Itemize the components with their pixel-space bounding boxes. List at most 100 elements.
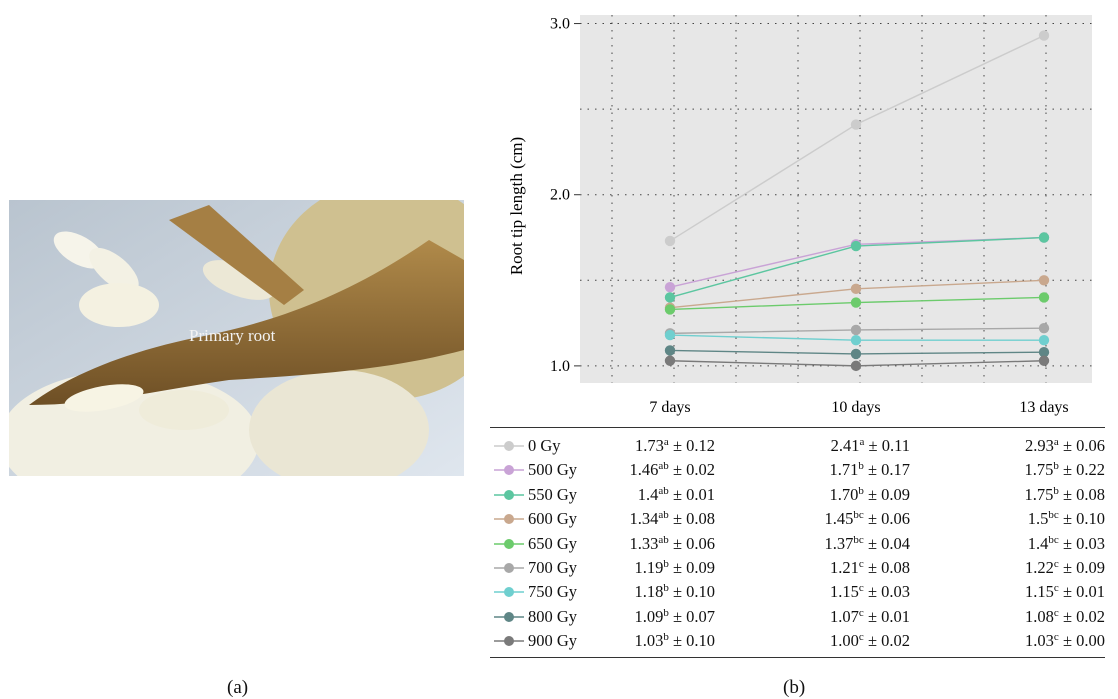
table-cell: 1.37bc ± 0.04 <box>825 533 910 555</box>
cell-error: ± 0.04 <box>863 533 910 553</box>
dose-label: 600 Gy <box>528 509 578 529</box>
legend-marker <box>494 636 524 647</box>
cell-error: ± 0.12 <box>668 436 715 455</box>
cell-significance-letter: c <box>1053 582 1059 595</box>
table-row: 500 Gy 1.46ab ± 0.02 1.71b ± 0.17 1.75b ± 0… <box>490 459 1105 481</box>
cell-error: ± 0.00 <box>1058 631 1105 651</box>
data-point <box>664 329 676 341</box>
cell-significance-letter: a <box>1053 436 1059 448</box>
cell-significance-letter: ab <box>658 533 669 546</box>
cell-value: 1.75 <box>1024 460 1054 480</box>
root-photo: Primary root <box>9 200 464 476</box>
data-point <box>1038 30 1050 41</box>
cell-significance-letter: bc <box>1048 533 1059 546</box>
data-point <box>664 345 676 356</box>
legend-marker <box>494 514 524 525</box>
cell-significance-letter: ab <box>658 460 669 473</box>
cell-significance-letter: b <box>663 631 669 644</box>
cell-value: 1.07 <box>830 606 859 626</box>
cell-significance-letter: b <box>1053 460 1059 473</box>
legend-marker <box>494 489 524 500</box>
table-cell: 1.73a ± 0.12 <box>635 435 715 457</box>
y-axis-label: Root tip length (cm) <box>507 137 526 275</box>
cell-value: 1.46 <box>629 460 659 480</box>
data-point <box>850 335 862 346</box>
table-cell: 2.41a ± 0.11 <box>831 435 910 457</box>
table-row: 600 Gy 1.34ab ± 0.08 1.45bc ± 0.06 1.5bc ± … <box>490 508 1105 530</box>
cell-error: ± 0.17 <box>863 460 910 480</box>
data-point <box>664 355 676 366</box>
y-tick-labels: 1.0 2.0 3.0 <box>550 16 580 375</box>
cell-error: ± 0.02 <box>863 631 910 651</box>
cell-value: 1.21 <box>830 558 859 577</box>
cell-significance-letter: c <box>858 631 864 644</box>
table-cell: 1.33ab ± 0.06 <box>630 533 715 555</box>
cell-error: ± 0.01 <box>668 484 715 504</box>
data-point <box>664 235 676 247</box>
series-lines <box>664 30 1050 372</box>
legend-marker <box>494 465 524 476</box>
table-cell: 2.93a ± 0.06 <box>1025 435 1105 457</box>
table-cell: 1.5bc ± 0.10 <box>1028 508 1105 530</box>
x-tick-labels: 7 days 10 days 13 days <box>649 399 1068 416</box>
data-point <box>850 119 862 130</box>
legend-marker <box>494 587 524 598</box>
cell-significance-letter: a <box>663 436 669 448</box>
cell-error: ± 0.11 <box>864 436 910 455</box>
dose-label: 750 Gy <box>528 582 578 602</box>
table-cell: 1.21c ± 0.08 <box>830 557 910 579</box>
y-tick-label: 1.0 <box>550 358 570 375</box>
x-tick-label: 10 days <box>831 399 880 416</box>
table-cell: 1.15c ± 0.01 <box>1025 581 1105 603</box>
cell-error: ± 0.10 <box>668 631 715 651</box>
y-tick-label: 3.0 <box>550 16 570 33</box>
cell-value: 1.15 <box>1025 582 1054 602</box>
cell-value: 1.18 <box>634 582 664 602</box>
cell-error: ± 0.01 <box>863 606 910 626</box>
data-point <box>664 304 676 315</box>
panel-label-a: (a) <box>227 677 249 698</box>
data-point <box>1038 355 1050 366</box>
cell-error: ± 0.06 <box>1058 436 1105 455</box>
table-cell: 1.71b ± 0.17 <box>829 459 910 481</box>
cell-value: 1.34 <box>629 509 659 529</box>
table-row: 800 Gy 1.09b ± 0.07 1.07c ± 0.01 1.08c ± 0.… <box>490 606 1105 628</box>
data-point <box>1038 323 1050 334</box>
cell-value: 1.15 <box>830 582 859 602</box>
cell-value: 1.22 <box>1025 558 1054 577</box>
cell-error: ± 0.22 <box>1058 460 1105 480</box>
data-point <box>850 324 862 336</box>
cell-value: 1.73 <box>635 436 664 455</box>
line-chart-svg: 1.0 2.0 3.0 7 days 10 days 13 days Root tip … <box>507 15 1092 416</box>
table-row: 700 Gy 1.19b ± 0.09 1.21c ± 0.08 1.22c ± 0.… <box>490 557 1105 579</box>
x-tick-label: 7 days <box>649 399 690 416</box>
cell-significance-letter: ab <box>658 484 669 497</box>
data-point <box>850 360 862 372</box>
cell-error: ± 0.10 <box>668 582 715 602</box>
table-cell: 1.75b ± 0.08 <box>1024 484 1105 506</box>
cell-value: 1.71 <box>829 460 859 480</box>
dose-label: 900 Gy <box>528 631 578 651</box>
data-point <box>850 297 862 308</box>
cell-significance-letter: c <box>858 606 864 619</box>
photo-label-primary-root: Primary root <box>189 326 276 345</box>
data-point <box>850 240 862 252</box>
table-cell: 1.08c ± 0.02 <box>1025 606 1105 628</box>
legend-marker <box>494 441 524 451</box>
cell-significance-letter: b <box>663 606 669 619</box>
table-cell: 1.46ab ± 0.02 <box>630 459 715 481</box>
cell-significance-letter: b <box>663 558 669 570</box>
cell-value: 1.70 <box>829 484 859 504</box>
cell-error: ± 0.03 <box>863 582 910 602</box>
data-point <box>1038 335 1050 346</box>
cell-value: 1.5 <box>1027 509 1049 529</box>
cell-significance-letter: bc <box>853 533 864 546</box>
cell-error: ± 0.06 <box>863 509 910 529</box>
cell-value: 1.09 <box>634 606 664 626</box>
cell-error: ± 0.09 <box>863 484 910 504</box>
cell-value: 1.03 <box>634 631 664 651</box>
table-cell: 1.03b ± 0.10 <box>634 630 715 652</box>
cell-value: 1.19 <box>634 558 664 577</box>
table-cell: 1.22c ± 0.09 <box>1025 557 1105 579</box>
data-point <box>1038 346 1050 358</box>
